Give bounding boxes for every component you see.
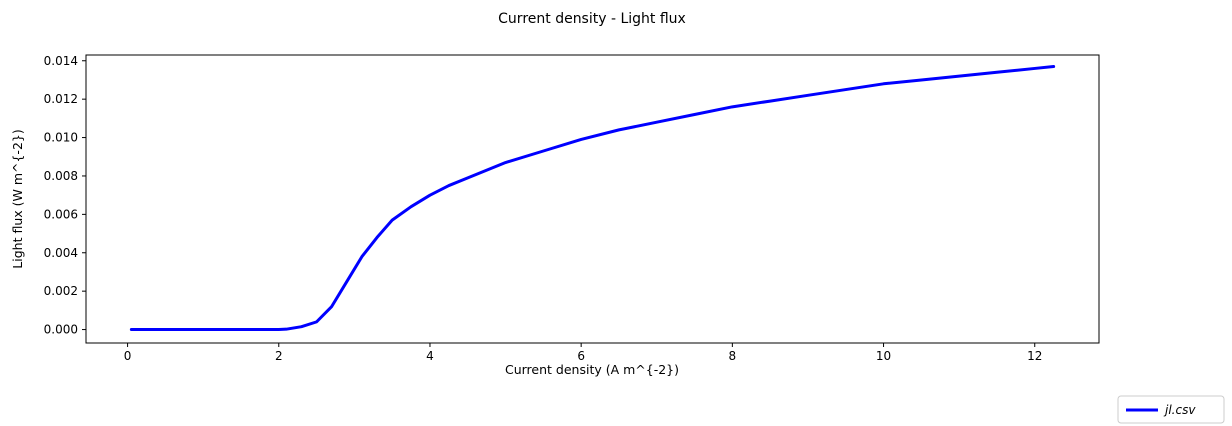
y-tick-label: 0.012: [44, 92, 78, 106]
x-tick-label: 10: [876, 349, 891, 363]
legend: jl.csv: [1117, 395, 1225, 424]
y-tick-label: 0.000: [44, 323, 78, 337]
y-axis-label: Light flux (W m^{-2}): [10, 129, 25, 268]
y-tick-label: 0.004: [44, 246, 78, 260]
x-tick-label: 12: [1027, 349, 1042, 363]
chart-title: Current density - Light flux: [498, 11, 686, 27]
x-tick-label: 0: [124, 349, 132, 363]
x-tick-label: 6: [577, 349, 585, 363]
legend-entry-jl-csv: jl.csv: [1163, 403, 1196, 417]
legend-box: [1117, 395, 1225, 424]
plot-area-frame: [85, 54, 1100, 344]
y-tick-label: 0.002: [44, 284, 78, 298]
x-axis-label: Current density (A m^{-2}): [505, 362, 679, 377]
x-tick-label: 4: [426, 349, 434, 363]
y-axis-ticks: 0.000 0.002 0.004 0.006 0.008 0.010 0.012 0.014: [44, 54, 86, 337]
y-tick-label: 0.006: [44, 207, 78, 221]
x-axis-ticks: 0 2 4 6 8 10 12: [124, 343, 1042, 363]
x-tick-label: 8: [729, 349, 737, 363]
y-tick-label: 0.010: [44, 131, 78, 145]
y-tick-label: 0.008: [44, 169, 78, 183]
x-tick-label: 2: [275, 349, 283, 363]
series-line-jl-csv: [129, 65, 1056, 332]
y-tick-label: 0.014: [44, 54, 78, 68]
